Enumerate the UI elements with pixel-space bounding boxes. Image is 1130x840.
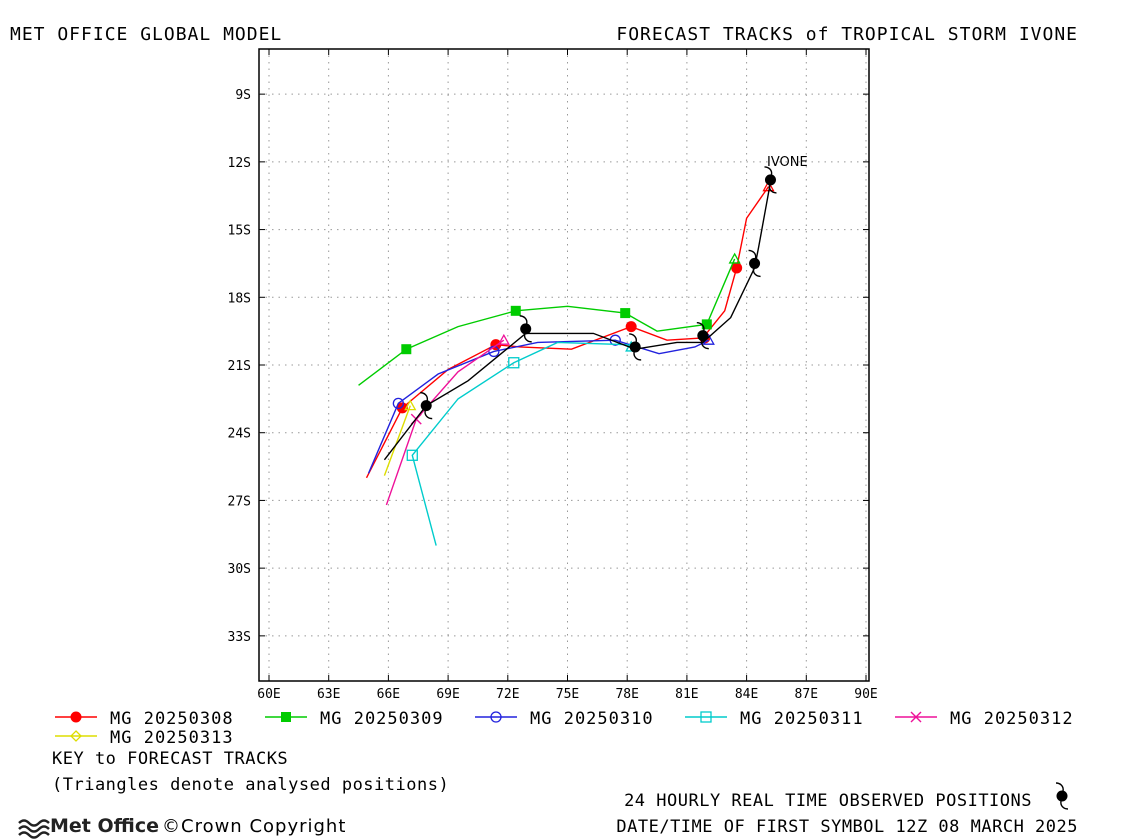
header-left-title: MET OFFICE GLOBAL MODEL	[10, 24, 282, 45]
x-tick-label: 87E	[795, 687, 818, 702]
observed-position-icon	[629, 333, 642, 361]
legend-triangles-note: (Triangles denote analysed positions)	[52, 775, 449, 795]
observed-position-icon	[696, 321, 709, 350]
header-right-title: FORECAST TRACKS of TROPICAL STORM IVONE	[616, 24, 1078, 45]
x-tick-label: 63E	[317, 687, 340, 702]
track-marker	[510, 305, 521, 316]
y-tick-label: 9S	[235, 88, 251, 103]
y-tick-label: 21S	[228, 359, 251, 374]
legend-label: MG 20250310	[530, 709, 654, 729]
observed-position-icon	[764, 166, 777, 194]
storm-label: IVONE	[767, 155, 808, 170]
legend-swatch-marker	[70, 730, 82, 742]
legend-item-mg-20250309: MG 20250309	[265, 709, 444, 729]
x-tick-label: 81E	[675, 687, 698, 702]
track-marker	[392, 397, 405, 410]
met-office-wave-icon	[18, 819, 50, 839]
x-tick-label: 66E	[377, 687, 400, 702]
legend-swatch-marker	[281, 712, 291, 722]
x-tick-label: 60E	[257, 687, 280, 702]
y-tick-label: 33S	[228, 630, 251, 645]
met-office-logo: Met Office	[18, 815, 159, 839]
x-tick-label: 90E	[854, 687, 877, 702]
x-tick-label: 78E	[615, 687, 638, 702]
legend-label: MG 20250311	[740, 709, 864, 729]
track-line	[383, 405, 411, 476]
legend-item-mg-20250311: MG 20250311	[685, 709, 864, 729]
legend-item-mg-20250308: MG 20250308	[55, 709, 234, 729]
grid-layer	[259, 49, 869, 681]
track-line	[411, 341, 632, 546]
legend-key-title: KEY to FORECAST TRACKS	[52, 749, 288, 769]
analysed-position-triangle	[497, 333, 510, 345]
legend-swatch-marker	[700, 711, 712, 723]
track-marker	[401, 344, 412, 355]
first-symbol-date: DATE/TIME OF FIRST SYMBOL 12Z 08 MARCH 2…	[616, 817, 1078, 837]
track-line	[385, 339, 505, 506]
track-mg-20250308	[365, 180, 775, 479]
track-marker	[625, 321, 637, 333]
x-tick-label: 75E	[556, 687, 579, 702]
observed-position-icon	[420, 391, 433, 420]
track-marker	[731, 262, 743, 274]
analysed-position-triangle	[404, 399, 417, 411]
y-tick-label: 24S	[228, 427, 251, 442]
met-office-logo-text: Met Office	[50, 815, 159, 837]
observed-position-icon	[519, 315, 532, 343]
legend: MG 20250308 MG 20250309 MG 20250310 MG 2025…	[55, 709, 1074, 748]
y-tick-label: 12S	[228, 156, 251, 171]
y-tick-label: 27S	[228, 494, 251, 509]
track-marker	[508, 357, 520, 369]
legend-item-mg-20250310: MG 20250310	[475, 709, 654, 729]
observed-position-icon	[748, 249, 761, 278]
legend-label: MG 20250312	[950, 709, 1074, 729]
track-line	[367, 339, 710, 474]
track-marker	[701, 319, 712, 330]
track-layer	[358, 180, 775, 546]
analysed-position-triangle	[728, 252, 741, 264]
observed-positions-note: 24 HOURLY REAL TIME OBSERVED POSITIONS	[624, 791, 1032, 811]
track-mg-20250310	[367, 333, 715, 474]
track-mg-20250309	[358, 252, 741, 386]
y-tick-label: 18S	[228, 291, 251, 306]
track-line	[358, 258, 736, 386]
observed-layer	[383, 166, 777, 461]
x-tick-label: 84E	[735, 687, 758, 702]
crown-copyright: ©Crown Copyright	[162, 816, 346, 837]
y-tick-label: 30S	[228, 562, 251, 577]
observed-position-symbol-icon	[1055, 782, 1069, 810]
x-tick-label: 72E	[496, 687, 519, 702]
legend-label: MG 20250313	[110, 728, 234, 748]
track-marker	[406, 449, 418, 461]
legend-label: MG 20250308	[110, 709, 234, 729]
legend-swatch-marker	[490, 711, 502, 723]
x-tick-label: 69E	[436, 687, 459, 702]
y-tick-label: 15S	[228, 224, 251, 239]
track-line	[365, 186, 770, 479]
tick-layer: 60E 63E 66E 69E 72E 75E 78E 81E 84E 87E 90E 9S 12S 15…	[228, 49, 878, 702]
legend-swatch-marker	[70, 711, 82, 723]
track-marker	[620, 308, 631, 319]
legend-swatch-marker	[910, 711, 922, 723]
legend-item-mg-20250313: MG 20250313	[55, 728, 234, 748]
legend-item-mg-20250312: MG 20250312	[895, 709, 1074, 729]
legend-label: MG 20250309	[320, 709, 444, 729]
footer-cyclone-symbol	[1055, 782, 1069, 810]
track-mg-20250313	[383, 399, 417, 476]
